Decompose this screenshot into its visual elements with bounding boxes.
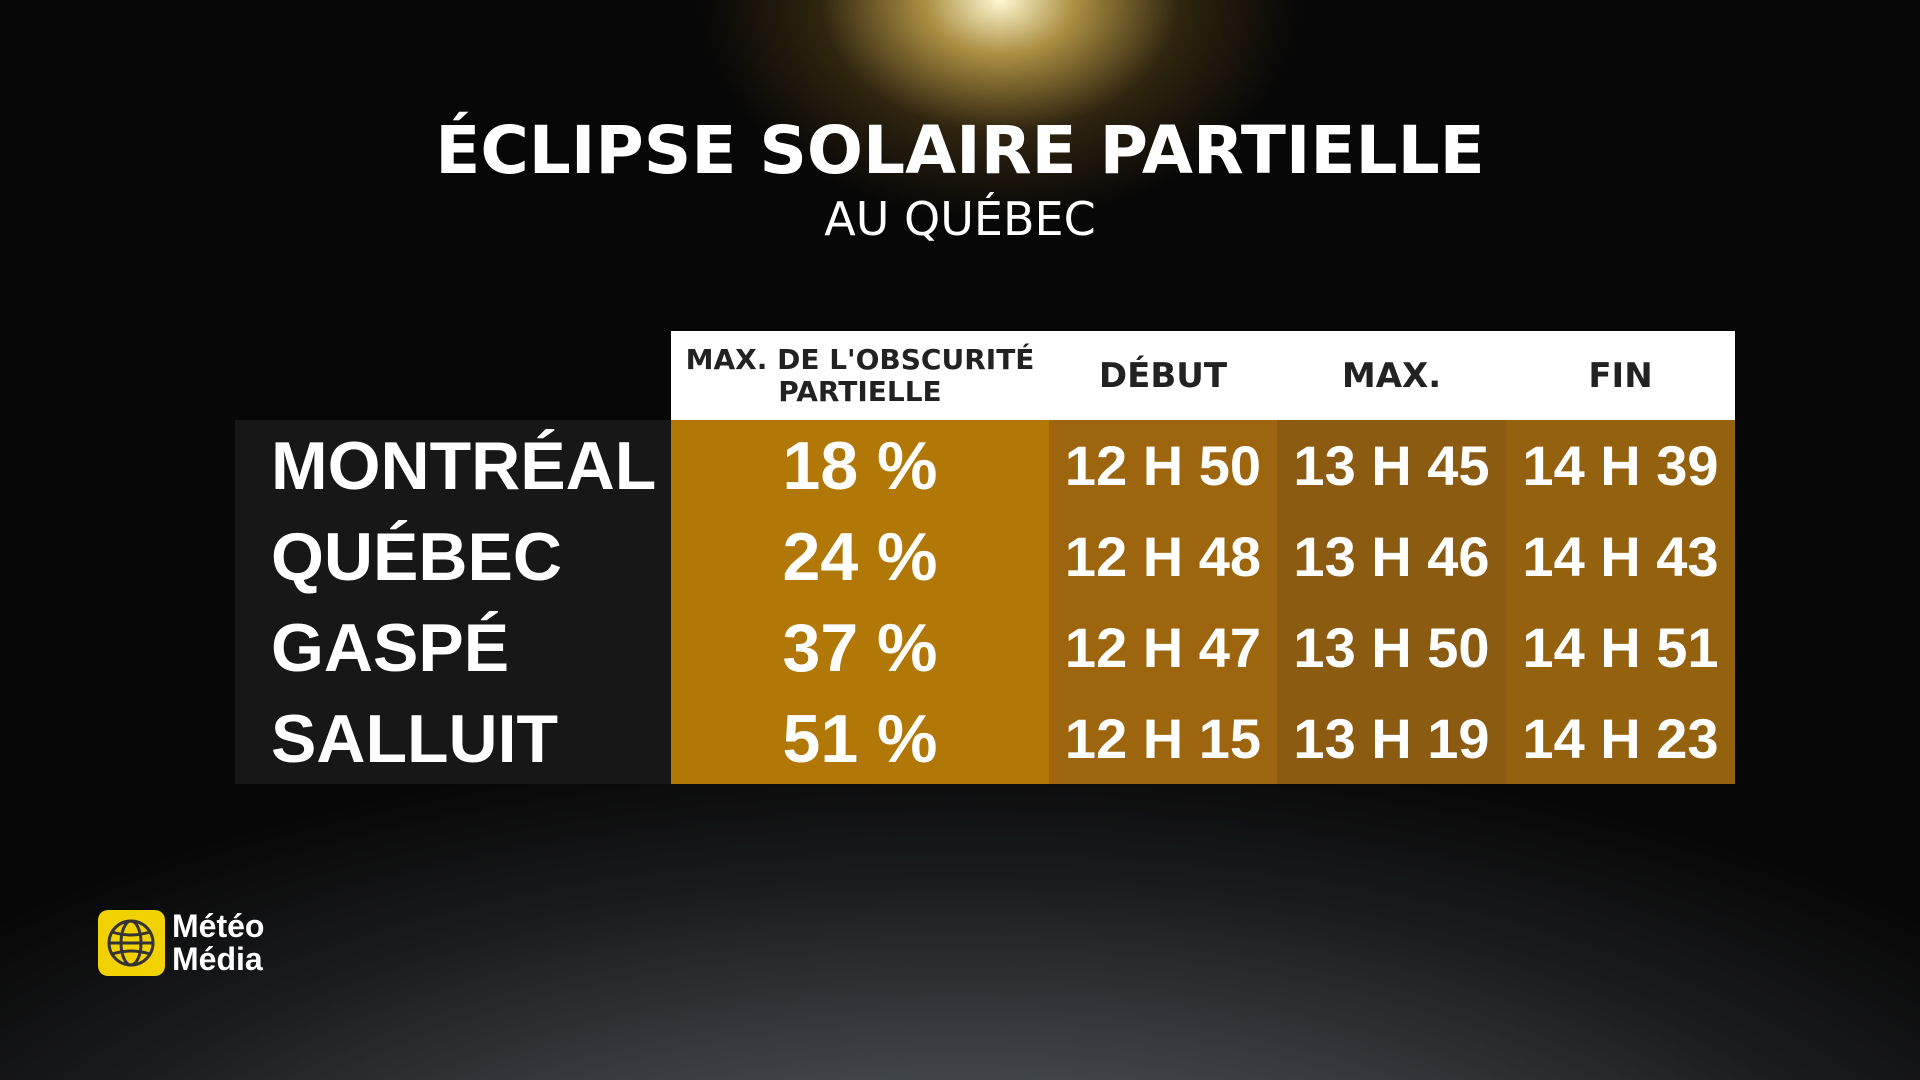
logo-icon xyxy=(98,910,165,976)
column-header: MAX. DE L'OBSCURITÉ PARTIELLE xyxy=(685,342,1035,408)
table-cell: 12 H 15 xyxy=(1049,693,1277,784)
table-cell: 51 % xyxy=(671,693,1049,784)
table-cell: 37 % xyxy=(671,602,1049,693)
table-cell: 14 H 51 xyxy=(1506,602,1735,693)
table-row: MONTRÉAL 18 % 12 H 50 13 H 45 14 H 39 xyxy=(235,420,1735,511)
table-header: MAX. DE L'OBSCURITÉ PARTIELLE DÉBUT MAX.… xyxy=(671,331,1735,420)
table-cell: 14 H 23 xyxy=(1506,693,1735,784)
city-name: QUÉBEC xyxy=(235,511,671,602)
table-cell: 13 H 50 xyxy=(1277,602,1506,693)
title: ÉCLIPSE SOLAIRE PARTIELLE xyxy=(435,112,1485,189)
column-header: FIN xyxy=(1588,355,1653,396)
city-name: MONTRÉAL xyxy=(235,420,671,511)
table-row: GASPÉ 37 % 12 H 47 13 H 50 14 H 51 xyxy=(235,602,1735,693)
city-name: GASPÉ xyxy=(235,602,671,693)
table-cell: 12 H 50 xyxy=(1049,420,1277,511)
table-cell: 12 H 47 xyxy=(1049,602,1277,693)
table-cell: 12 H 48 xyxy=(1049,511,1277,602)
table-cell: 18 % xyxy=(671,420,1049,511)
table-cell: 13 H 19 xyxy=(1277,693,1506,784)
table-cell: 14 H 39 xyxy=(1506,420,1735,511)
column-header: MAX. xyxy=(1341,355,1442,396)
city-name: SALLUIT xyxy=(235,693,671,784)
logo-line: Météo xyxy=(172,908,265,944)
table-row: QUÉBEC 24 % 12 H 48 13 H 46 14 H 43 xyxy=(235,511,1735,602)
table-cell: 24 % xyxy=(671,511,1049,602)
table-row: SALLUIT 51 % 12 H 15 13 H 19 14 H 23 xyxy=(235,693,1735,784)
column-header: DÉBUT xyxy=(1098,355,1228,396)
table-cell: 13 H 45 xyxy=(1277,420,1506,511)
logo-globe xyxy=(107,919,155,967)
table-cell: 14 H 43 xyxy=(1506,511,1735,602)
logo-text: Météo Média xyxy=(172,910,264,976)
logo-line: Média xyxy=(172,941,263,977)
table-cell: 13 H 46 xyxy=(1277,511,1506,602)
subtitle: AU QUÉBEC xyxy=(824,192,1096,246)
